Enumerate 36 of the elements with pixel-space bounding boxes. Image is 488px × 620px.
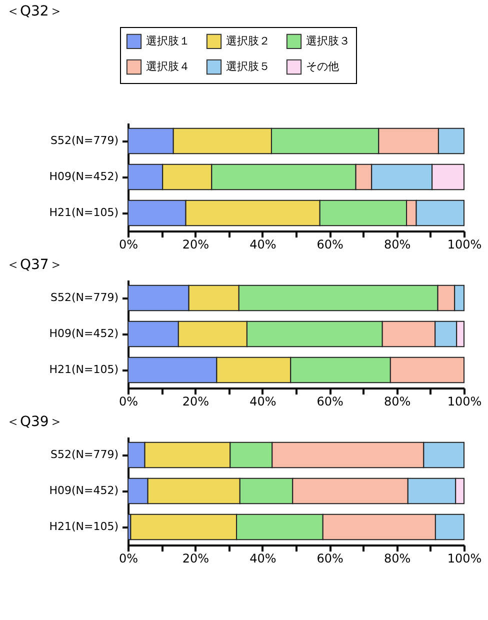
chart-title: ＜Q37＞ [6,257,63,273]
y-tick-label: S52(N=779) [50,291,118,304]
y-tick-label: H21(N=105) [49,206,118,219]
x-tick-label: 80% [384,238,411,252]
x-tick-label: 60% [316,552,344,566]
y-tick-label: H21(N=105) [49,520,118,533]
x-tick-label: 60% [316,238,344,252]
x-tick-label: 40% [250,552,276,566]
chart-title: ＜Q32＞ [6,4,63,20]
x-tick-label: 100% [447,394,482,408]
x-tick-label: 40% [250,394,276,408]
y-tick-label: S52(N=779) [50,448,118,461]
x-tick-label: 20% [182,552,210,566]
legend-label: 選択肢２ [226,34,270,48]
legend-label: 選択肢５ [226,60,270,73]
y-tick-label: S52(N=779) [50,134,118,147]
x-tick-label: 20% [182,394,210,408]
x-tick-label: 0% [118,552,138,566]
y-tick-label: H09(N=452) [49,484,118,497]
legend-label: 選択肢３ [306,34,350,48]
x-tick-label: 0% [118,394,138,408]
x-tick-label: 80% [384,394,411,408]
x-tick-label: 100% [447,552,482,566]
y-tick-label: H09(N=452) [49,170,118,183]
x-tick-label: 20% [182,238,210,252]
legend-label: 選択肢４ [146,60,190,73]
legend-label: その他 [306,60,339,73]
legend-label: 選択肢１ [146,34,190,48]
y-tick-label: H21(N=105) [49,363,118,376]
x-tick-label: 0% [118,238,138,252]
y-tick-label: H09(N=452) [49,327,118,340]
x-tick-label: 80% [384,552,411,566]
x-tick-label: 40% [250,238,276,252]
chart-title: ＜Q39＞ [6,414,63,430]
x-tick-label: 100% [447,238,482,252]
x-tick-label: 60% [316,394,344,408]
